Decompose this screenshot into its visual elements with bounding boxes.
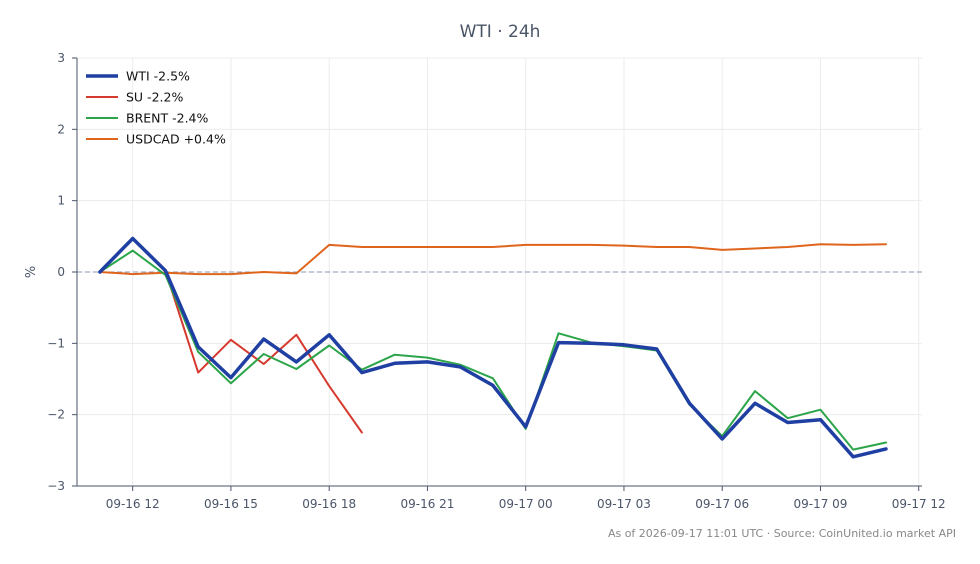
x-tick-label: 09-16 18	[302, 497, 356, 511]
x-ticks: 09-16 12 09-16 15 09-16 18 09-16 21 09-17 00…	[106, 486, 946, 511]
x-tick-label: 09-17 12	[892, 497, 946, 511]
chart-footer: As of 2026-09-17 11:01 UTC · Source: Coi…	[608, 527, 956, 540]
legend-label: WTI -2.5%	[126, 69, 190, 84]
series-line-usdcad	[98, 243, 887, 276]
y-axis-label: %	[24, 266, 39, 278]
x-tick-label: 09-16 15	[204, 497, 258, 511]
x-tick-label: 09-16 21	[400, 497, 454, 511]
x-tick-label: 09-16 12	[106, 497, 160, 511]
chart-title: WTI · 24h	[460, 22, 541, 42]
series-line-wti	[98, 236, 888, 459]
y-tick-label: 1	[57, 194, 65, 208]
y-tick-label: 3	[57, 51, 65, 65]
x-tick-label: 09-17 06	[695, 497, 749, 511]
y-tick-label: 0	[57, 265, 65, 279]
y-tick-label: −3	[47, 479, 65, 493]
series-line-brent	[98, 249, 887, 451]
legend-label: BRENT -2.4%	[126, 111, 209, 126]
legend-label: USDCAD +0.4%	[126, 132, 226, 147]
y-tick-label: −2	[47, 408, 65, 422]
legend: WTI -2.5% SU -2.2% BRENT -2.4% USDCAD +0.4%	[86, 69, 226, 147]
y-tick-label: −1	[47, 336, 65, 350]
x-tick-label: 09-17 00	[499, 497, 553, 511]
x-tick-label: 09-17 03	[597, 497, 651, 511]
y-tick-label: 2	[57, 122, 65, 136]
series-lines	[98, 236, 888, 459]
legend-label: SU -2.2%	[126, 90, 183, 105]
x-tick-label: 09-17 09	[793, 497, 847, 511]
y-ticks: 3 2 1 0 −1 −2 −3	[47, 51, 77, 493]
